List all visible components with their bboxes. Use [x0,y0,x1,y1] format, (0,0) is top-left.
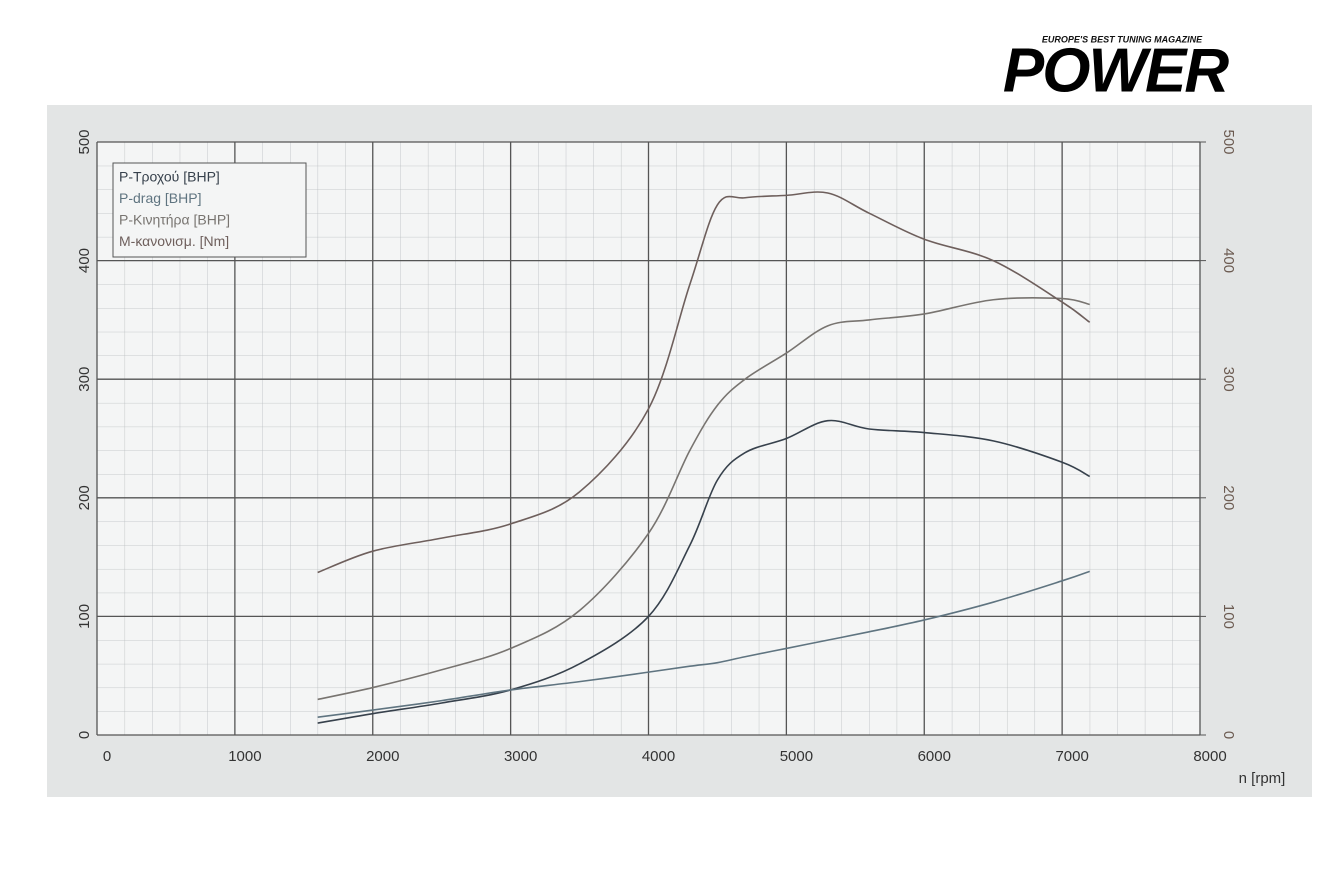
legend-label: P-drag [BHP] [119,190,201,206]
x-tick-label: 1000 [228,748,261,765]
y2-tick-label: 100 [1220,604,1237,629]
y2-tick-label: 300 [1220,367,1237,392]
y2-tick-label: 500 [1220,129,1237,154]
y-tick-label: 400 [76,248,93,273]
series-line [317,419,1091,724]
logo-tagline: EUROPE'S BEST TUNING MAGAZINE [1042,34,1203,44]
x-tick-label: 6000 [918,748,951,765]
legend-label: P-Τροχού [BHP] [119,169,220,185]
grid [96,141,1206,736]
y2-tick-label: 200 [1220,485,1237,510]
y-tick-label: 0 [76,731,93,739]
x-tick-label: 7000 [1055,748,1088,765]
legend-label: M-κανονισμ. [Nm] [119,233,229,249]
y-tick-label: 500 [76,129,93,154]
y-tick-label: 300 [76,367,93,392]
series-line [317,191,1091,574]
x-tick-label: 2000 [366,748,399,765]
x-tick-label: 8000 [1193,748,1226,765]
y-tick-label: 200 [76,485,93,510]
series-line [317,297,1090,701]
x-tick-label: 4000 [642,748,675,765]
series-line [317,570,1090,719]
legend: P-Τροχού [BHP] P-drag [BHP] P-Κινητήρα [BH… [112,162,307,258]
logo-name: POWER [1003,36,1229,105]
lines [317,191,1091,724]
y-tick-label: 100 [76,604,93,629]
y2-tick-label: 400 [1220,248,1237,273]
x-axis-label: n [rpm] [1239,770,1286,787]
x-tick-label: 5000 [780,748,813,765]
legend-label: P-Κινητήρα [BHP] [119,212,230,228]
legend-box [112,162,307,258]
y2-tick-label: 0 [1220,731,1237,739]
x-tick-label: 3000 [504,748,537,765]
x-tick-label: 0 [103,748,111,765]
